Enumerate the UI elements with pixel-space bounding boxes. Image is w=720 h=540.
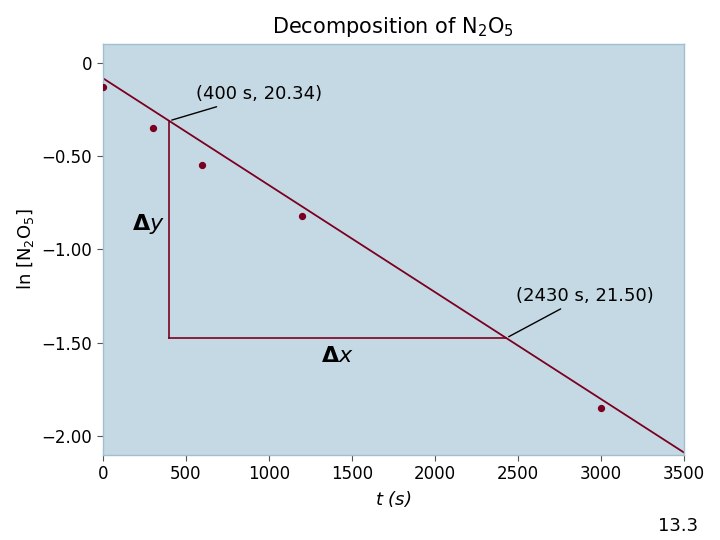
Point [147,124,158,132]
Point [595,404,607,413]
Text: (2430 s, 21.50): (2430 s, 21.50) [509,287,654,337]
Point [296,212,307,220]
Text: Δ$x$: Δ$x$ [321,346,354,366]
X-axis label: $t$ (s): $t$ (s) [375,489,412,509]
Title: Decomposition of N$_2$O$_5$: Decomposition of N$_2$O$_5$ [272,15,514,39]
Text: (400 s, 20.34): (400 s, 20.34) [172,85,322,120]
Y-axis label: ln [N$_2$O$_5$]: ln [N$_2$O$_5$] [15,208,36,291]
Text: 13.3: 13.3 [658,517,698,535]
Text: Δ$y$: Δ$y$ [132,212,164,236]
Point [97,83,109,91]
Point [197,161,208,170]
